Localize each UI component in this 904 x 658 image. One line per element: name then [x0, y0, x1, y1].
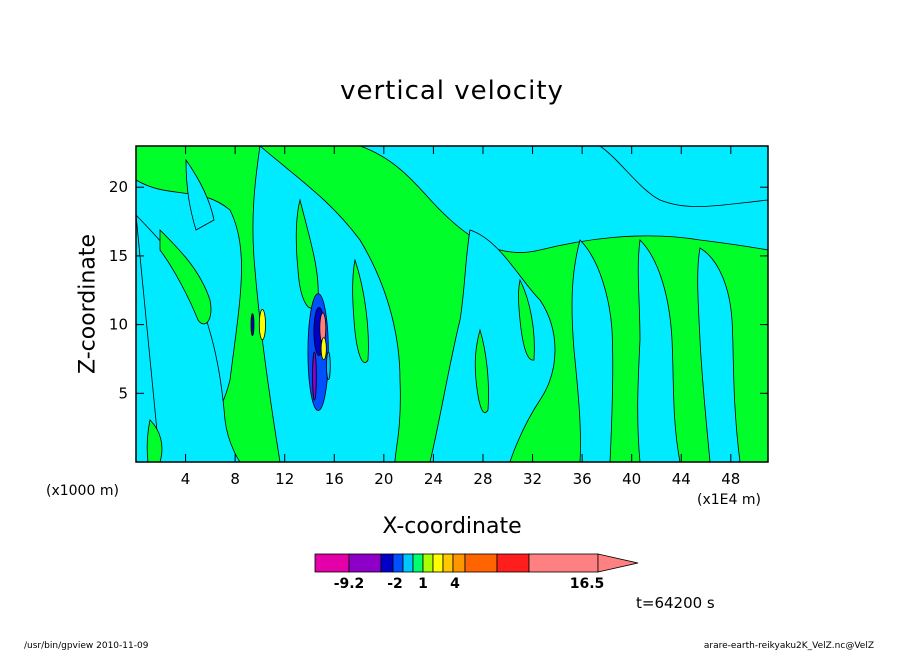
colorbar-segment — [496, 553, 530, 573]
y-tick-label: 15 — [109, 247, 128, 265]
x-tick-label: 4 — [181, 470, 191, 488]
contour-field — [136, 146, 768, 462]
green-wisp-0 — [159, 229, 212, 325]
x-tick-label: 36 — [573, 470, 592, 488]
footer-program: /usr/bin/gpview 2010-11-09 — [24, 641, 149, 651]
plot-frame — [135, 145, 769, 463]
colorbar-tick-label: 4 — [450, 576, 460, 592]
x-tick-label: 8 — [230, 470, 240, 488]
x-tick-label: 24 — [424, 470, 443, 488]
colorbar-tick-label: 16.5 — [570, 576, 605, 592]
colorbar-segment — [314, 553, 350, 573]
x-tick-label: 16 — [325, 470, 344, 488]
x-axis-label: X-coordinate — [382, 514, 522, 539]
cyan-region-6 — [637, 239, 681, 462]
footer-file: arare-earth-reikyaku2K_VelZ.nc@VelZ — [703, 641, 874, 651]
colorbar-segment — [392, 553, 404, 573]
z-unit-note: (x1E4 m) — [697, 492, 761, 508]
secondary-downdraft — [250, 313, 255, 337]
y-axis-ticks: 5 10 15 20 — [109, 178, 768, 402]
y-axis-label: Z-coordinate — [75, 234, 101, 374]
green-wisp-2 — [295, 199, 319, 309]
x-tick-label: 44 — [672, 470, 691, 488]
colorbar-segment — [402, 553, 414, 573]
cyan-region-9 — [185, 158, 215, 231]
y-tick-label: 5 — [118, 384, 128, 402]
x-tick-label: 20 — [374, 470, 393, 488]
chart-title: vertical velocity — [340, 76, 564, 106]
cyan-region-7 — [697, 247, 741, 462]
secondary-updraft — [258, 309, 266, 341]
colorbar-segment — [464, 553, 498, 573]
y-tick-label: 20 — [109, 178, 128, 196]
colorbar-segment — [452, 553, 466, 573]
colorbar-segment — [442, 553, 454, 573]
colorbar-segment — [422, 553, 434, 573]
colorbar-tick-label: -9.2 — [334, 576, 365, 592]
cyan-region-5 — [571, 239, 614, 462]
colorbar-tick-label: 1 — [418, 576, 428, 592]
colorbar-segment — [432, 553, 444, 573]
core-downdraft — [312, 351, 317, 401]
cyan-region-8 — [599, 146, 768, 207]
green-wisp-5 — [518, 278, 535, 361]
green-wisp-4 — [474, 328, 489, 413]
x-tick-label: 32 — [523, 470, 542, 488]
y-tick-label: 10 — [109, 316, 128, 334]
x-tick-label: 12 — [275, 470, 294, 488]
colorbar-arrow — [597, 553, 639, 573]
colorbar-segment — [412, 553, 424, 573]
x-tick-label: 28 — [473, 470, 492, 488]
cyan-region-2 — [252, 146, 401, 462]
core-yellow — [320, 337, 327, 361]
time-annotation: t=64200 s — [636, 594, 715, 612]
colorbar-tick-label: -2 — [387, 576, 403, 592]
x-tick-label: 40 — [622, 470, 641, 488]
core-cyan-edge — [326, 351, 331, 380]
colorbar-segment — [528, 553, 599, 573]
green-wisp-1 — [146, 419, 163, 462]
x-tick-label: 48 — [721, 470, 740, 488]
x-unit-note: (x1000 m) — [46, 483, 119, 499]
colorbar: -9.2 -2 1 4 16.5 — [314, 553, 639, 592]
colorbar-segment — [380, 553, 394, 573]
x-axis-ticks: 4 8 12 16 20 24 28 32 36 40 44 48 — [181, 146, 740, 488]
colorbar-segment — [348, 553, 382, 573]
green-wisp-3 — [352, 258, 369, 363]
